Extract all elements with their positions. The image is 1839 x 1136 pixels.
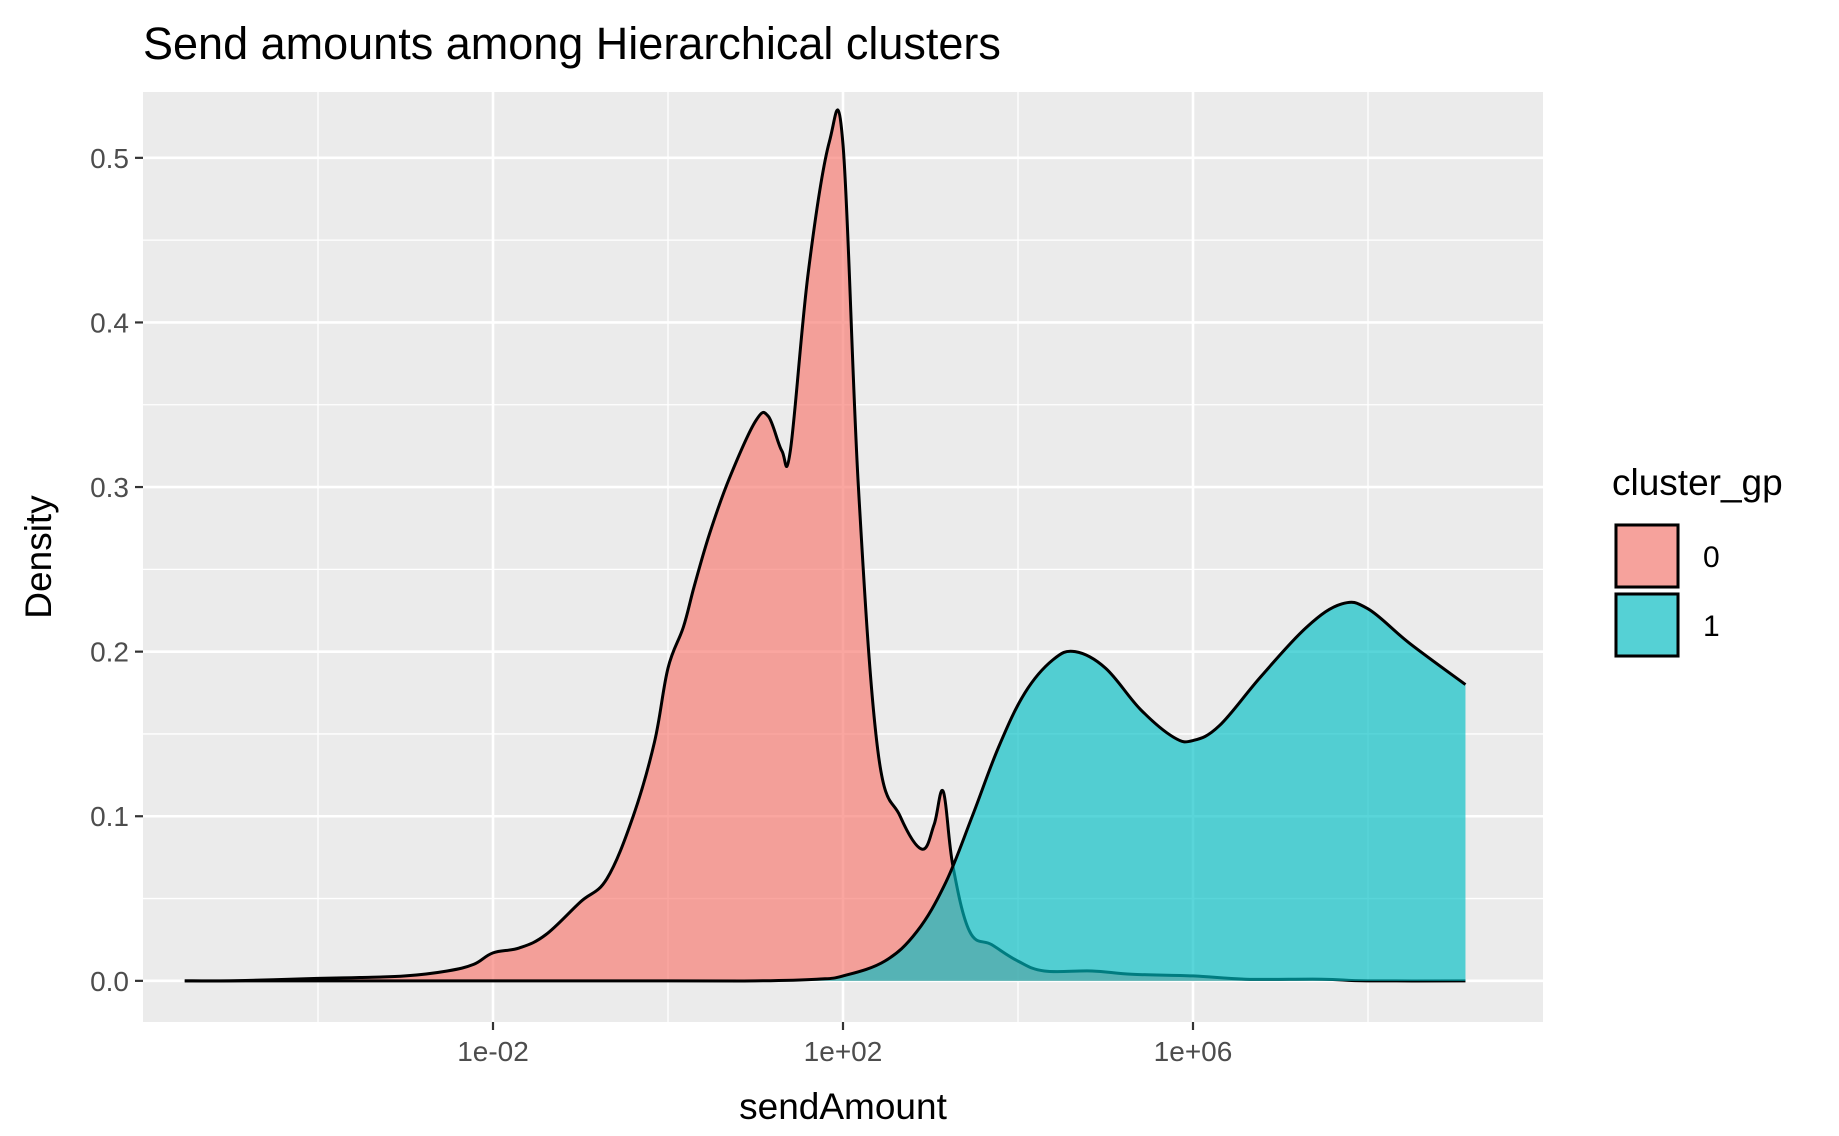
y-tick-label: 0.2 (90, 637, 129, 668)
y-tick-label: 0.3 (90, 472, 129, 503)
density-areas (184, 108, 1467, 983)
y-tick-label: 0.1 (90, 801, 129, 832)
y-axis-ticks: 0.0 0.1 0.2 0.3 0.4 0.5 (90, 143, 143, 997)
density-line-1 (184, 600, 1467, 983)
x-axis-title: sendAmount (739, 1086, 947, 1127)
legend: cluster_gp 01 (1612, 462, 1783, 658)
density-area-0 (184, 109, 1466, 982)
y-tick-label: 0.5 (90, 143, 129, 174)
legend-title: cluster_gp (1612, 462, 1783, 503)
x-axis-ticks: 1e-02 1e+02 1e+06 (457, 1022, 1232, 1067)
y-tick-label: 0.4 (90, 307, 129, 338)
y-axis-title: Density (18, 495, 59, 619)
legend-label-1: 1 (1703, 610, 1720, 643)
y-tick-label: 0.0 (90, 966, 129, 997)
chart-title: Send amounts among Hierarchical clusters (143, 18, 1001, 69)
x-tick-label: 1e+02 (804, 1036, 883, 1067)
legend-label-0: 0 (1703, 541, 1720, 574)
legend-items: 01 (1614, 523, 1720, 658)
x-tick-label: 1e-02 (457, 1036, 529, 1067)
density-area-1 (184, 602, 1466, 981)
legend-key-1 (1614, 592, 1680, 658)
x-tick-label: 1e+06 (1154, 1036, 1233, 1067)
legend-key-0 (1614, 523, 1680, 589)
